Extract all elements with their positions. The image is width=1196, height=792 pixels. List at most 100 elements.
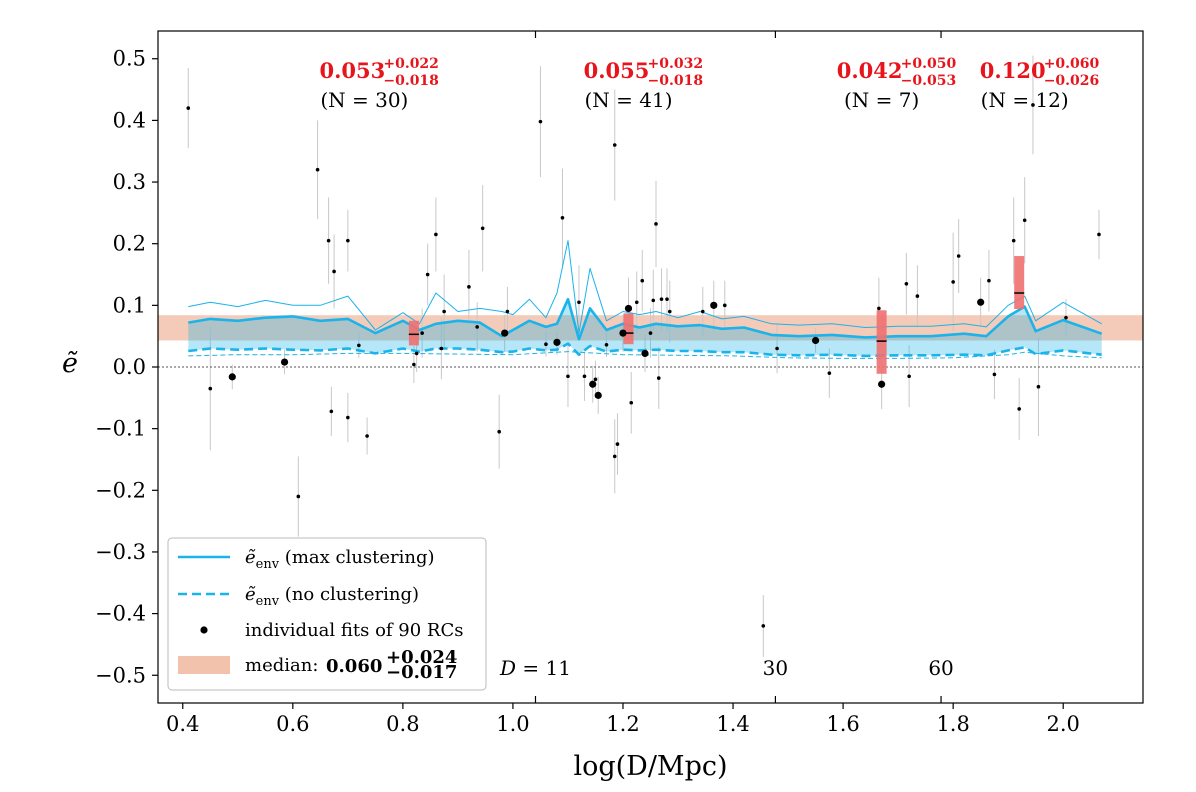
data-point-44 [640, 278, 645, 283]
data-point-36 [604, 343, 609, 347]
legend-label-sub-1: env [256, 594, 280, 609]
data-point-76 [1097, 232, 1101, 237]
data-point-8 [332, 269, 336, 274]
ticks-group [152, 31, 1064, 709]
data-point-20 [467, 285, 471, 289]
y-tick-label-9: −0.4 [95, 602, 146, 626]
y-tick-label-6: −0.1 [95, 417, 146, 441]
data-point-53 [700, 309, 705, 314]
legend-label-main-2: individual fits of 90 RCs [245, 620, 464, 641]
data-point-72 [1022, 218, 1027, 223]
bin-value-0: 0.053 [319, 58, 385, 83]
legend-group: ẽenv (max clustering)ẽenv (no clustering… [167, 537, 487, 691]
data-point-49 [656, 376, 661, 380]
points-group [186, 103, 1101, 628]
x-tick-label-5: 1.4 [716, 712, 749, 736]
bin-value-1: 0.055 [584, 58, 650, 83]
data-point-13 [412, 362, 416, 367]
data-point-4 [296, 494, 301, 499]
data-point-5 [315, 167, 320, 172]
data-point-12 [365, 434, 369, 438]
data-point-26 [538, 119, 543, 124]
data-point-0 [186, 106, 191, 110]
data-point-19 [442, 309, 446, 314]
data-point-43 [634, 300, 639, 305]
data-point-6 [326, 238, 331, 243]
data-point-29 [560, 216, 565, 220]
bin-plus-3: +0.060 [1044, 56, 1100, 72]
data-point-14 [414, 351, 419, 356]
bin-minus-1: −0.018 [647, 73, 703, 89]
data-point-73 [1031, 103, 1035, 107]
x-tick-label-4: 1.2 [606, 712, 639, 736]
data-point-66 [956, 254, 961, 258]
data-point-25 [505, 309, 510, 314]
series-line-2 [188, 342, 1102, 358]
data-point-55 [722, 303, 727, 308]
data-point-52 [667, 309, 672, 314]
data-point-47 [651, 298, 656, 303]
data-point-33 [589, 380, 597, 388]
y-tick-label-8: −0.3 [95, 540, 146, 564]
data-point-22 [480, 226, 485, 231]
legend-label-1: ẽenv (no clustering) [245, 584, 419, 609]
y-axis-title: ẽ [62, 348, 78, 379]
data-point-58 [811, 336, 820, 345]
bin-minus-3: −0.026 [1044, 73, 1100, 89]
data-point-48 [654, 222, 658, 226]
x-axis-title: log(D/Mpc) [573, 751, 727, 782]
data-point-57 [775, 346, 779, 351]
data-point-54 [710, 301, 718, 309]
data-point-56 [761, 624, 766, 628]
data-point-1 [208, 386, 213, 391]
legend-median-minus: −0.017 [386, 662, 457, 683]
data-point-7 [329, 409, 334, 414]
legend-label-main-3: median: [245, 655, 318, 676]
bin-count-3: (N = 12) [981, 88, 1069, 112]
data-point-27 [544, 342, 548, 346]
data-point-18 [439, 346, 444, 351]
data-point-69 [992, 372, 997, 377]
data-point-3 [280, 358, 289, 366]
data-point-63 [907, 374, 911, 379]
y-tick-label-1: 0.4 [113, 108, 146, 132]
data-point-71 [1017, 407, 1021, 411]
series-line-3 [188, 351, 1102, 359]
bin-count-1: (N = 41) [584, 88, 672, 112]
data-point-38 [612, 454, 617, 459]
bin-minus-0: −0.018 [383, 73, 439, 89]
series-line-0 [188, 297, 1103, 341]
bin-plus-1: +0.032 [647, 56, 703, 72]
data-point-39 [615, 442, 620, 446]
data-point-31 [577, 300, 581, 305]
x-tick-label-6: 1.6 [826, 712, 859, 736]
data-point-60 [877, 306, 881, 311]
data-point-45 [641, 349, 649, 358]
data-point-28 [553, 338, 561, 346]
data-point-32 [582, 374, 587, 379]
bin-value-2: 0.042 [837, 58, 903, 83]
y-tick-label-4: 0.1 [113, 293, 146, 317]
y-tick-label-7: −0.2 [95, 478, 146, 502]
data-point-68 [987, 278, 991, 283]
data-point-41 [624, 304, 633, 313]
data-point-61 [878, 380, 886, 388]
legend-label-3: median: [245, 655, 318, 676]
distance-label-1: 30 [763, 656, 788, 680]
data-point-51 [665, 297, 669, 301]
data-point-59 [827, 371, 832, 375]
data-point-62 [904, 281, 909, 286]
data-point-70 [1011, 238, 1016, 243]
data-point-10 [346, 238, 350, 243]
x-tick-label-8: 2.0 [1047, 712, 1080, 736]
distance-label-val-0: = 11 [516, 656, 571, 680]
legend-swatch-points [200, 626, 208, 634]
data-point-64 [915, 294, 920, 298]
data-point-74 [1036, 384, 1041, 389]
data-point-15 [420, 331, 424, 335]
legend-label-sub-0: env [256, 557, 280, 572]
data-point-17 [434, 232, 438, 237]
data-point-34 [593, 377, 598, 382]
legend-box [167, 537, 487, 691]
